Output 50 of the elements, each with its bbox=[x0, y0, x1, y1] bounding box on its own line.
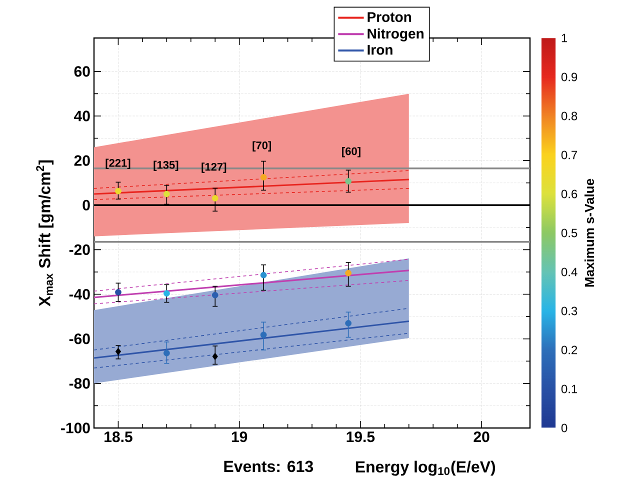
color-bar-label: 0.7 bbox=[561, 150, 578, 160]
point bbox=[212, 352, 218, 360]
point bbox=[115, 289, 122, 296]
color-bar-label: 1 bbox=[562, 34, 568, 42]
point bbox=[345, 270, 352, 276]
x-axis-title: Energy log$_{10}$(E/eV) bbox=[356, 460, 496, 476]
point bbox=[115, 348, 122, 356]
annotation: [127] bbox=[202, 162, 226, 173]
x-tick-label: 20 bbox=[474, 432, 490, 442]
color-bar-label: 0.1 bbox=[561, 384, 578, 394]
y-tick-label: 60 bbox=[74, 66, 90, 77]
y-tick-label: 40 bbox=[74, 110, 90, 122]
point bbox=[260, 272, 267, 278]
point bbox=[163, 190, 170, 198]
legend-label: Iron bbox=[368, 44, 392, 55]
point bbox=[260, 332, 267, 338]
color-bar-title: Maximum s-Value bbox=[584, 178, 594, 287]
annotation: [135] bbox=[154, 160, 178, 171]
y-axis-title: X$_{max}$ Shift [gm/cm$^{2}$] bbox=[36, 160, 54, 306]
color-bar-label: 0.2 bbox=[561, 346, 578, 354]
color-bar-label: 0 bbox=[561, 424, 568, 432]
y-tick-label: -40 bbox=[69, 288, 90, 300]
x-tick-label: 19.5 bbox=[346, 432, 375, 442]
y-tick-label: -100 bbox=[61, 422, 90, 434]
annotation: [60] bbox=[342, 147, 360, 158]
point bbox=[345, 320, 352, 326]
color-bar-label: 0.4 bbox=[561, 268, 578, 276]
point bbox=[163, 350, 170, 356]
color-bar-label: 0.8 bbox=[561, 112, 578, 120]
color-bar-label: 0.3 bbox=[561, 306, 578, 316]
annotation: [221] bbox=[106, 158, 130, 169]
legend-label: Proton bbox=[368, 12, 412, 22]
text: Events: 613 bbox=[224, 460, 314, 472]
y-tick-label: -20 bbox=[69, 244, 90, 256]
legend-label: Nitrogen bbox=[368, 28, 424, 42]
y-tick-label: 20 bbox=[74, 155, 90, 166]
point bbox=[345, 178, 352, 184]
color-bar-label: 0.5 bbox=[561, 228, 578, 238]
point bbox=[115, 188, 122, 194]
y-tick-label: -60 bbox=[69, 334, 90, 344]
point bbox=[212, 195, 218, 202]
x-tick-label: 18.5 bbox=[104, 432, 132, 442]
annotation: [70] bbox=[252, 141, 272, 152]
color-bar-label: 0.6 bbox=[561, 190, 578, 198]
point bbox=[212, 292, 218, 298]
point bbox=[163, 290, 170, 297]
x-tick-label: 19 bbox=[232, 432, 248, 442]
color-bar-label: 0.9 bbox=[561, 72, 578, 82]
y-tick-label: -80 bbox=[69, 378, 90, 389]
y-tick-label: 0 bbox=[82, 200, 90, 210]
